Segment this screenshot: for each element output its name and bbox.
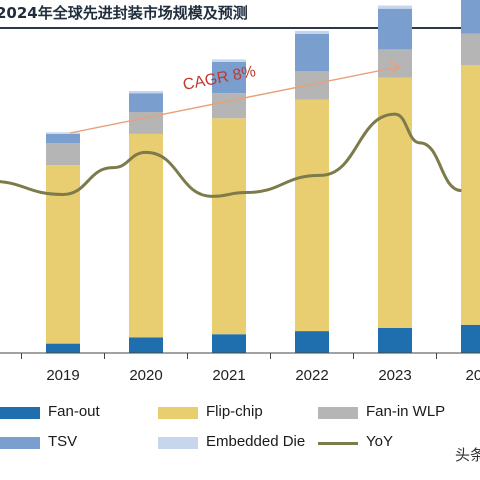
bar-segment-embedded-2021 [212,59,246,62]
bar-segment-embedded-2019 [46,132,80,134]
legend-swatch-tsv [0,437,40,449]
yoy-line [0,112,462,198]
legend-swatch-flipchip [158,407,198,419]
legend-swatch-faninwlp [318,407,358,419]
legend: Fan-out Flip-chip Fan-in WLP TSV Embedde… [0,398,480,458]
legend-swatch-embedded [158,437,198,449]
legend-label-flipchip: Flip-chip [206,403,263,420]
legend-label-fanout: Fan-out [48,403,100,420]
x-tick-label-2019: 2019 [46,367,79,384]
bar-segment-flipchip-2022 [295,99,329,332]
bar-segment-faninwlp-2020 [129,111,163,134]
x-tick-label-2020: 2020 [129,367,162,384]
bar-segment-embedded-2022 [295,30,329,34]
bar-segment-fanout-2020 [129,337,163,353]
bar-segment-tsv-2020 [129,93,163,112]
bar-segment-faninwlp-2024 [461,33,480,66]
cagr-arrow-line [69,66,399,134]
bar-segment-embedded-2020 [129,91,163,94]
x-tick-label-2021: 2021 [212,367,245,384]
bar-segment-faninwlp-2021 [212,93,246,119]
bar-segment-fanout-2024 [461,324,480,353]
bar-segment-flipchip-2024 [461,65,480,325]
legend-label-tsv: TSV [48,433,78,450]
bar-segment-tsv-2023 [378,8,412,50]
x-tick-label-2022: 2022 [295,367,328,384]
bar-segment-flipchip-2023 [378,77,412,328]
chart-area: 20192020202120222023202CAGR 8% [0,0,480,384]
x-tick-label-2023: 2023 [378,367,411,384]
bar-segment-faninwlp-2023 [378,49,412,78]
legend-label-yoy: YoY [366,433,393,450]
bar-segment-embedded-2023 [378,5,412,9]
bar-segment-fanout-2022 [295,331,329,353]
title-bar: 2024年全球先进封装市场规模及预测 [0,0,480,29]
watermark: 头条 [455,446,480,464]
cagr-arrow-head [387,60,402,75]
bar-segment-fanout-2019 [46,343,80,353]
bar-segment-flipchip-2021 [212,118,246,335]
title-divider [0,27,480,29]
bar-segment-faninwlp-2022 [295,71,329,100]
bar-segment-tsv-2021 [212,61,246,94]
legend-label-faninwlp: Fan-in WLP [366,403,446,420]
x-tick-label-2024: 202 [465,367,480,384]
legend-label-embedded: Embedded Die [206,433,306,450]
legend-swatch-fanout [0,407,40,419]
bar-segment-fanout-2021 [212,334,246,353]
bar-segment-flipchip-2020 [129,133,163,338]
bar-segment-fanout-2023 [378,327,412,353]
bar-segment-tsv-2022 [295,33,329,72]
chart-title: 2024年全球先进封装市场规模及预测 [0,4,248,22]
bar-segment-faninwlp-2019 [46,143,80,166]
bar-segment-tsv-2019 [46,133,80,144]
legend-swatch-yoy [318,442,358,445]
bar-segment-tsv-2024 [461,0,480,34]
